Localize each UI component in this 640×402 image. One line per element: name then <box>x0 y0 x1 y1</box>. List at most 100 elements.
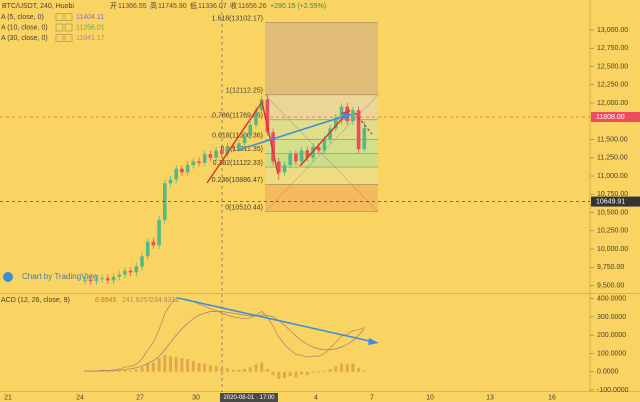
fib-label: 0(10510.44) <box>225 205 263 212</box>
fib-band <box>265 167 378 185</box>
legend-button <box>55 23 64 32</box>
legend-button <box>64 34 73 42</box>
legend-button <box>64 13 73 21</box>
y-tick-label: 13,000.00 <box>597 27 628 34</box>
y-tick-label: 9,750.00 <box>597 264 624 271</box>
candle-body <box>180 168 184 173</box>
candle-body <box>254 110 258 125</box>
histogram-bar <box>220 368 224 372</box>
histogram-bar <box>322 370 326 372</box>
candle-body <box>316 146 321 151</box>
ma-value: 11256.01 <box>76 24 105 31</box>
y-tick-label: 9,500.00 <box>597 282 624 289</box>
candle-body <box>197 161 201 163</box>
histogram-bar <box>271 371 275 376</box>
histogram-bar <box>100 371 104 372</box>
candle-body <box>117 274 121 277</box>
macd-line <box>84 311 365 372</box>
candle-body <box>288 154 292 166</box>
fib-band <box>265 184 378 212</box>
histogram-bar <box>351 363 355 372</box>
candle-body <box>334 117 338 129</box>
histogram-bar <box>203 363 207 372</box>
ohlc-value: +290.15 (+2.55%) <box>270 3 326 10</box>
fib-label: 0.618(11500.36) <box>212 132 263 139</box>
y-tick-label: 0.0000 <box>597 369 619 376</box>
fib-band <box>265 94 378 120</box>
candle-body <box>277 161 281 173</box>
x-tick-label: 4 <box>314 394 318 401</box>
candle-body <box>208 154 213 158</box>
y-tick-label: 10,250.00 <box>597 228 628 235</box>
histogram-bar <box>112 371 115 372</box>
fib-label: 1(12112.25) <box>226 88 263 95</box>
ma-name: A (30, close, 0) <box>1 35 48 42</box>
annotation-dashed <box>354 112 373 135</box>
legend-value: 234.9312 <box>150 297 179 304</box>
price-tag-label: 11808.00 <box>596 114 625 121</box>
legend-button <box>55 34 64 42</box>
ma-value: 11041.17 <box>76 35 105 42</box>
y-tick-label: 10,750.00 <box>597 191 628 198</box>
candle-body <box>123 270 127 275</box>
symbol-title: BTC/USDT, 240, Huobi <box>2 3 74 10</box>
candle-body <box>220 150 224 155</box>
candle-body <box>94 278 99 282</box>
histogram-bar <box>157 358 161 372</box>
ohlc-value: 11656.26 <box>238 3 267 10</box>
histogram-bar <box>305 371 309 376</box>
histogram-value: 6.8945 <box>95 297 117 304</box>
histogram-bar <box>340 363 343 372</box>
candle-body <box>356 110 361 150</box>
candle-body <box>128 270 133 273</box>
fib-label: 0.382(11122.33) <box>213 160 263 167</box>
candle-body <box>157 219 161 246</box>
histogram-bar <box>345 364 349 372</box>
y-tick-label: 11,000.00 <box>597 173 628 180</box>
watermark-logo <box>3 272 13 282</box>
candle-body <box>214 150 218 158</box>
y-tick-label: 11,500.00 <box>597 136 628 143</box>
histogram-bar <box>277 371 281 380</box>
histogram-bar <box>254 364 258 372</box>
fib-label: 0.236(10886.47) <box>212 177 263 184</box>
legend-button <box>64 23 73 32</box>
histogram-bar <box>134 369 138 372</box>
x-tick-label: 21 <box>4 394 12 401</box>
candle-body <box>322 139 327 151</box>
histogram-bar <box>248 367 252 372</box>
x-tick-label: 30 <box>192 394 200 401</box>
y-tick-label: 200.0000 <box>597 332 626 339</box>
y-tick-label: 12,000.00 <box>597 100 628 107</box>
candle-body <box>362 128 367 150</box>
ma-value: 11404.11 <box>76 14 104 21</box>
candle-body <box>225 146 230 155</box>
histogram-bar <box>328 368 332 372</box>
histogram-bar <box>317 371 321 373</box>
candle-body <box>271 132 275 162</box>
candle-body <box>265 99 270 133</box>
candle-body <box>259 99 264 111</box>
histogram-bar <box>117 370 121 372</box>
candle-body <box>191 161 196 166</box>
candle-body <box>88 279 93 282</box>
candle-body <box>294 154 298 162</box>
candle-body <box>111 276 116 281</box>
candle-body <box>299 150 304 162</box>
y-tick-label: 10,500.00 <box>597 209 628 216</box>
ohlc-key: 高 <box>150 1 157 10</box>
candle-body <box>174 168 178 180</box>
x-tick-label: 27 <box>136 394 144 401</box>
x-tick-label: 24 <box>76 394 84 401</box>
candle-body <box>168 179 173 184</box>
x-tick-label: 7 <box>370 394 374 401</box>
fib-band <box>265 139 378 154</box>
candle-body <box>339 106 344 118</box>
candle-body <box>202 154 207 163</box>
candle-body <box>151 241 156 246</box>
ohlc-key: 收 <box>230 1 237 10</box>
histogram-bar <box>311 371 315 373</box>
indicator-title: ACD (12, 26, close, 9) <box>1 297 70 304</box>
histogram-bar <box>174 357 178 372</box>
histogram-bar <box>89 371 93 373</box>
